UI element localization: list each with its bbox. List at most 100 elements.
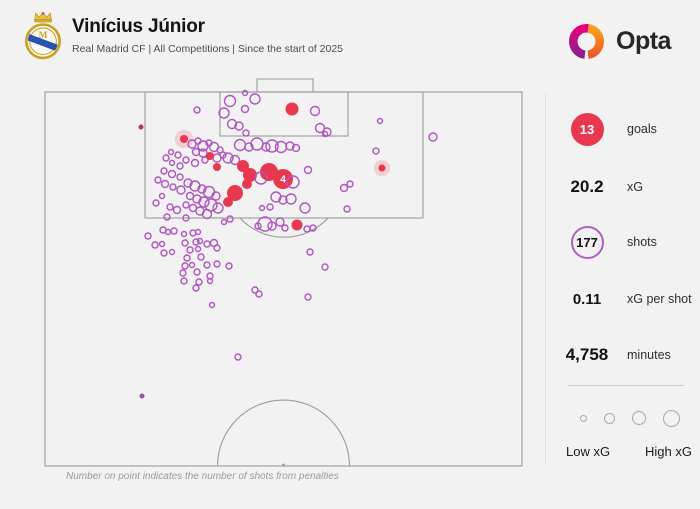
shot-marker (167, 148, 175, 156)
shot-marker (309, 224, 317, 232)
shot-marker (285, 193, 297, 205)
shot-marker (182, 214, 190, 222)
shot-marker (211, 191, 221, 201)
legend-dot-medium-icon (604, 412, 615, 424)
shot-marker (250, 137, 264, 151)
shot-marker (220, 218, 228, 226)
shot-marker (179, 269, 187, 277)
shot-marker (249, 93, 261, 105)
shot-marker (346, 180, 354, 188)
svg-text:M: M (39, 31, 48, 41)
shot-marker (303, 165, 313, 175)
shot-marker (226, 215, 234, 223)
opta-brand: Opta (566, 21, 671, 62)
goal-marker (243, 168, 257, 182)
shot-marker (176, 162, 184, 170)
shot-marker (158, 192, 166, 200)
shot-marker (267, 221, 277, 231)
shot-marker (195, 278, 203, 286)
shot-marker (182, 156, 190, 164)
stat-minutes: 4,758 minutes (558, 338, 696, 372)
legend-high-label: High xG (645, 444, 692, 459)
shot-marker (194, 228, 202, 236)
shot-marker (285, 141, 295, 151)
shot-marker (180, 277, 188, 285)
shot-marker (182, 201, 190, 209)
shot-marker (274, 140, 288, 154)
shots-badge: 177 (570, 225, 604, 259)
shot-marker (168, 159, 176, 167)
penalty-footnote: Number on point indicates the number of … (66, 471, 339, 482)
stat-shots: 177 shots (558, 225, 696, 259)
xg-value: 20.2 (570, 177, 604, 196)
shot-marker (192, 284, 200, 292)
shot-marker (183, 254, 191, 262)
goal-marker (227, 185, 243, 201)
pitch-outline (44, 91, 523, 467)
shot-marker (186, 246, 194, 254)
shot-marker (158, 240, 166, 248)
shot-marker (196, 237, 204, 245)
shot-marker (309, 105, 321, 117)
shot-marker (223, 94, 237, 108)
xg-size-legend (580, 405, 680, 431)
shot-marker (160, 167, 168, 175)
goal-marker (285, 102, 299, 116)
shot-marker (321, 263, 329, 271)
shot-marker (172, 205, 182, 215)
six-yard-box (219, 91, 349, 137)
shot-marker (339, 183, 349, 193)
shot-marker (193, 106, 201, 114)
goal-marker (180, 135, 188, 143)
shot-marker (255, 290, 263, 298)
shot-marker (213, 260, 221, 268)
shot-marker (226, 118, 238, 130)
shot-marker (213, 244, 221, 252)
centre-circle (216, 399, 351, 467)
centre-spot (282, 463, 285, 467)
shot-marker (229, 154, 241, 166)
shot-marker (244, 142, 254, 152)
shot-marker (160, 179, 170, 189)
shot-marker (266, 203, 274, 211)
shot-marker (201, 156, 209, 164)
shot-marker (170, 227, 178, 235)
opta-logo-icon (568, 23, 605, 60)
goals-label: goals (627, 122, 657, 136)
shot-marker (162, 154, 170, 162)
shot-marker (233, 138, 247, 152)
small-goal-dot (138, 124, 144, 130)
stat-xg-per-shot: 0.11 xG per shot (558, 282, 696, 316)
shot-marker (181, 239, 189, 247)
goal-marker (291, 219, 303, 231)
opta-wordmark: Opta (616, 27, 671, 55)
shot-marker (151, 241, 159, 249)
shot-marker (242, 129, 250, 137)
shot-marker (343, 205, 351, 213)
shot-marker (376, 117, 384, 125)
page-title: Vinícius Júnior (72, 16, 205, 37)
shot-marker (303, 225, 311, 233)
shot-marker (154, 176, 162, 184)
shot-marker (190, 158, 200, 168)
xg-label: xG (627, 180, 643, 194)
shot-marker (198, 148, 208, 158)
shot-marker (176, 185, 186, 195)
shots-layer: 4 (138, 89, 438, 399)
xg-per-shot-value: 0.11 (572, 290, 602, 308)
legend-dot-small-icon (580, 414, 587, 422)
shot-marker (188, 261, 196, 269)
goal-marker (213, 163, 221, 171)
shot-marker (144, 232, 152, 240)
legend-dot-xlarge-icon (663, 409, 680, 427)
shot-marker (240, 104, 250, 114)
shot-marker (164, 228, 172, 236)
shot-marker (258, 204, 266, 212)
goal-marker (223, 197, 233, 207)
stat-xg: 20.2 xG (558, 170, 696, 204)
shot-marker (194, 137, 202, 145)
shot-marker (193, 268, 201, 276)
shot-marker (254, 171, 268, 185)
